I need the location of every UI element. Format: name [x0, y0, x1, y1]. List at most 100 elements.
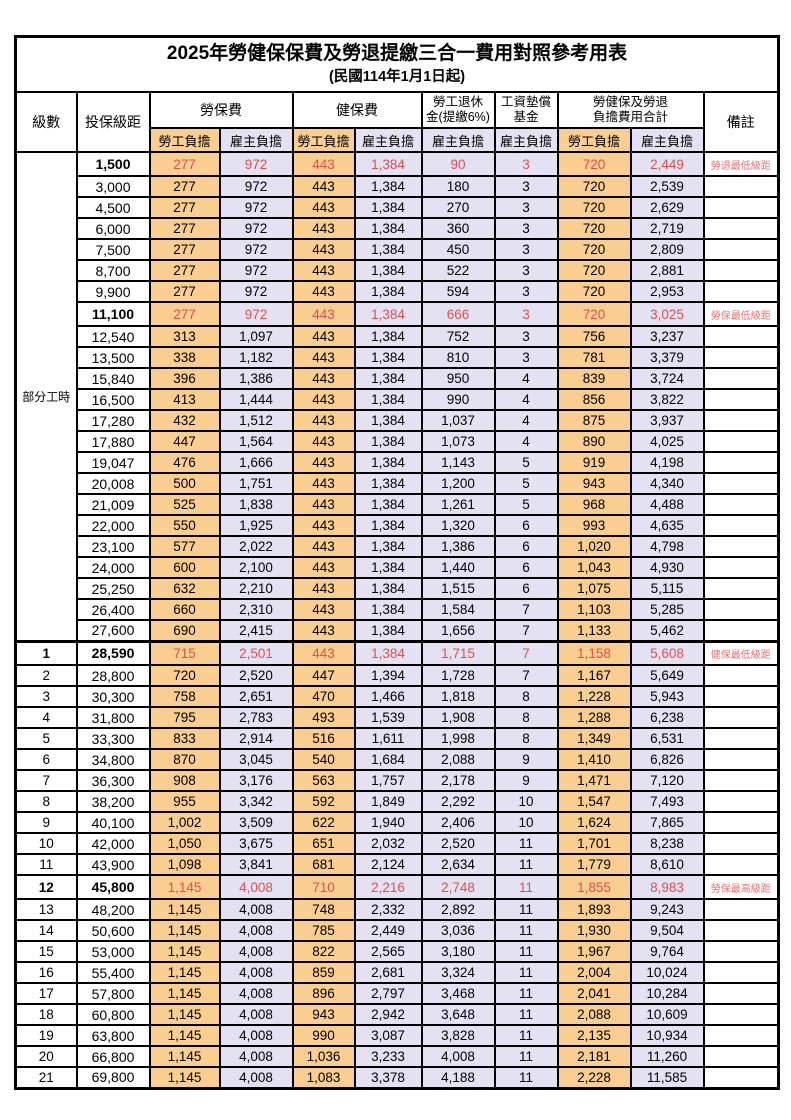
health-er-cell: 1,684: [353, 748, 423, 771]
table-row: 1 28,590 715 2,501 443 1,384 1,715 7 1,158 5,608 健…: [14, 639, 780, 666]
health-er-cell: 2,681: [353, 961, 423, 984]
bracket-cell: 31,800: [75, 706, 151, 729]
table-row: 24,000 600 2,100 443 1,384 1,440 6 1,043 4,930: [16, 556, 780, 579]
level-cell: 8: [14, 790, 78, 813]
labor-er-cell: 3,342: [218, 790, 294, 813]
total-er-cell: 6,531: [629, 727, 705, 750]
health-emp-cell: 592: [291, 790, 356, 813]
labor-emp-cell: 758: [148, 685, 221, 708]
table-row: 8,700 277 972 443 1,384 522 3 720 2,881: [16, 259, 780, 282]
total-emp-cell: 2,228: [556, 1066, 632, 1089]
pension-cell: 1,037: [420, 409, 496, 432]
pension-cell: 2,520: [420, 832, 496, 855]
pension-cell: 2,634: [420, 853, 496, 876]
health-emp-cell: 540: [291, 748, 356, 771]
total-emp-cell: 1,288: [556, 706, 632, 729]
fund-cell: 11: [493, 961, 559, 984]
bracket-cell: 13,500: [75, 346, 151, 369]
health-er-cell: 1,849: [353, 790, 423, 813]
pension-cell: 3,648: [420, 1003, 496, 1026]
health-er-cell: 1,384: [353, 577, 423, 600]
pension-cell: 1,440: [420, 556, 496, 579]
note-cell: [702, 409, 780, 432]
labor-emp-cell: 277: [148, 238, 221, 261]
health-emp-cell: 1,083: [291, 1066, 356, 1089]
total-er-cell: 8,983: [629, 874, 705, 900]
labor-er-cell: 4,008: [218, 874, 294, 900]
health-emp-cell: 443: [291, 430, 356, 453]
bracket-cell: 21,009: [75, 493, 151, 516]
total-er-cell: 7,120: [629, 769, 705, 792]
table-row: 3,000 277 972 443 1,384 180 3 720 2,539: [16, 175, 780, 198]
note-cell: [702, 1045, 780, 1068]
labor-er-cell: 972: [218, 175, 294, 198]
note-cell: [702, 727, 780, 750]
fund-cell: 9: [493, 748, 559, 771]
header-row-payers: 勞工負擔 雇主負擔 勞工負擔 雇主負擔 雇主負擔 雇主負擔 勞工負擔 雇主負擔: [16, 127, 779, 153]
health-er-cell: 1,384: [353, 388, 423, 411]
labor-emp-cell: 338: [148, 346, 221, 369]
total-emp-cell: 943: [556, 472, 632, 495]
note-cell: [702, 790, 780, 813]
bracket-cell: 1,500: [75, 151, 151, 177]
bracket-cell: 53,000: [75, 940, 151, 963]
labor-er-cell: 4,008: [218, 940, 294, 963]
health-er-cell: 1,384: [353, 409, 423, 432]
pension-cell: 270: [420, 196, 496, 219]
fee-table: 2025年勞健保保費及勞退提繳三合一費用對照參考用表 (民國114年1月1日起)…: [14, 35, 781, 1090]
total-er-cell: 4,635: [629, 514, 705, 537]
labor-emp-cell: 1,145: [148, 1066, 221, 1089]
table-row: 14 50,600 1,145 4,008 785 2,449 3,036 11 1,930 9,…: [14, 919, 780, 942]
table-row: 18 60,800 1,145 4,008 943 2,942 3,648 11 2,088 10…: [14, 1003, 780, 1026]
labor-er-cell: 1,564: [218, 430, 294, 453]
health-er-cell: 1,384: [353, 151, 423, 177]
health-emp-cell: 443: [291, 280, 356, 303]
labor-er-cell: 1,444: [218, 388, 294, 411]
bracket-cell: 24,000: [75, 556, 151, 579]
bracket-cell: 8,700: [75, 259, 151, 282]
total-emp-cell: 720: [556, 238, 632, 261]
health-emp-cell: 443: [291, 493, 356, 516]
header-row-groups: 級數 投保級距 勞保費 健保費 勞工退休 金(提繳6%) 工資墊償 基金 勞健保…: [14, 91, 780, 153]
table-row: 21,009 525 1,838 443 1,384 1,261 5 968 4,488: [16, 493, 780, 516]
labor-er-cell: 2,783: [218, 706, 294, 729]
bracket-cell: 27,600: [75, 619, 151, 642]
pension-cell: 3,180: [420, 940, 496, 963]
note-cell: [702, 853, 780, 876]
level-cell: 7: [14, 769, 78, 792]
note-cell: [702, 961, 780, 984]
labor-emp-cell: 577: [148, 535, 221, 558]
bracket-cell: 57,800: [75, 982, 151, 1005]
total-emp-cell: 1,701: [556, 832, 632, 855]
health-er-cell: 1,384: [353, 472, 423, 495]
header-bracket: 投保級距: [75, 91, 151, 153]
labor-er-cell: 3,841: [218, 853, 294, 876]
table-row: 11,100 277 972 443 1,384 666 3 720 3,025 勞保最低級距: [16, 301, 780, 327]
pension-cell: 3,036: [420, 919, 496, 942]
note-cell: [702, 619, 780, 642]
health-er-cell: 1,384: [353, 598, 423, 621]
total-emp-cell: 720: [556, 151, 632, 177]
health-er-cell: 1,384: [353, 175, 423, 198]
bracket-cell: 63,800: [75, 1024, 151, 1047]
total-er-cell: 4,488: [629, 493, 705, 516]
health-er-cell: 1,384: [353, 196, 423, 219]
total-er-cell: 2,539: [629, 175, 705, 198]
pension-cell: 3,324: [420, 961, 496, 984]
note-cell: [702, 346, 780, 369]
table-row: 部分工時 1,500 277 972 443 1,384 90 3 720 2,449 勞退最低級距: [14, 151, 780, 642]
total-emp-cell: 720: [556, 196, 632, 219]
level-cell: 4: [14, 706, 78, 729]
bracket-cell: 36,300: [75, 769, 151, 792]
bracket-cell: 12,540: [75, 325, 151, 348]
table-row: 20,008 500 1,751 443 1,384 1,200 5 943 4,340: [16, 472, 780, 495]
level-cell: 19: [14, 1024, 78, 1047]
table-row: 4 31,800 795 2,783 493 1,539 1,908 8 1,288 6,238: [14, 706, 780, 729]
page-title: 2025年勞健保保費及勞退提繳三合一費用對照參考用表: [166, 43, 628, 64]
health-er-cell: 3,087: [353, 1024, 423, 1047]
table-row: 16 55,400 1,145 4,008 859 2,681 3,324 11 2,004 10…: [14, 961, 780, 984]
total-emp-cell: 890: [556, 430, 632, 453]
table-row: 5 33,300 833 2,914 516 1,611 1,998 8 1,349 6,531: [14, 727, 780, 750]
health-emp-cell: 443: [291, 346, 356, 369]
total-emp-cell: 1,158: [556, 639, 632, 666]
